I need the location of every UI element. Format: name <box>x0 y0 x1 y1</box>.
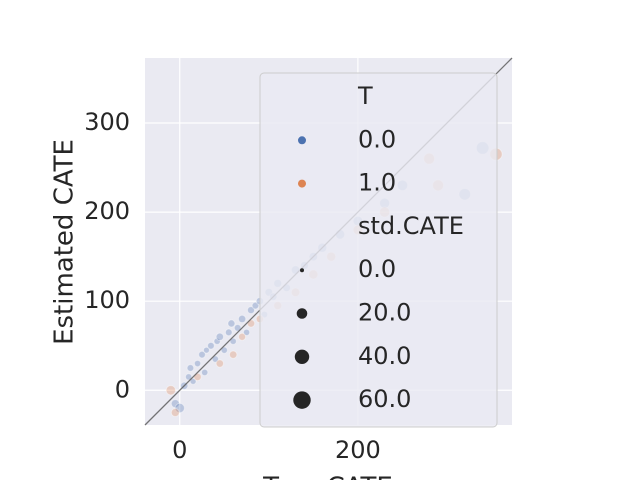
legend-size-marker <box>293 391 311 409</box>
point <box>246 306 256 315</box>
x-axis-label: True CATE <box>262 473 393 480</box>
point <box>237 314 247 324</box>
point <box>170 408 180 418</box>
point <box>242 328 251 337</box>
x-tick-label: 200 <box>335 436 381 464</box>
legend-title: std.CATE <box>358 212 464 240</box>
legend-label: 0.0 <box>358 125 396 153</box>
legend-label: 60.0 <box>358 385 411 413</box>
point <box>227 319 236 328</box>
point <box>215 359 225 368</box>
legend-marker <box>298 179 306 188</box>
point <box>198 350 206 359</box>
point <box>186 364 195 372</box>
legend-label: 0.0 <box>358 255 396 283</box>
legend-title: T <box>357 82 373 110</box>
legend-size-marker <box>300 268 304 273</box>
y-tick-label: 300 <box>84 108 130 136</box>
point <box>184 373 193 381</box>
point <box>220 346 228 354</box>
point <box>170 399 180 409</box>
legend-size-marker <box>296 308 308 319</box>
x-tick-label: 0 <box>172 436 187 464</box>
legend-label: 40.0 <box>358 342 411 370</box>
point <box>215 332 225 342</box>
legend-label: 1.0 <box>358 169 396 197</box>
legend-marker <box>298 136 306 145</box>
y-tick-label: 100 <box>84 286 130 314</box>
point <box>201 368 209 377</box>
point <box>229 337 237 345</box>
legend-box <box>259 72 498 428</box>
y-tick-label: 0 <box>115 375 130 403</box>
legend-label: 20.0 <box>358 299 411 327</box>
point <box>224 328 233 337</box>
point <box>165 385 177 396</box>
point <box>228 350 238 359</box>
point <box>251 301 260 310</box>
point <box>213 337 221 345</box>
y-tick-label: 200 <box>84 197 130 225</box>
point <box>193 359 202 368</box>
point <box>189 377 197 385</box>
y-axis-label: Estimated CATE <box>50 139 80 345</box>
point <box>207 341 215 350</box>
point <box>174 402 185 414</box>
point <box>202 346 210 354</box>
point <box>211 355 220 363</box>
legend: T 0.0 1.0 std.CATE 0.0 20.0 40.0 60.0 <box>259 72 498 428</box>
point <box>238 332 247 341</box>
point <box>233 324 242 332</box>
legend-size-marker <box>294 349 310 365</box>
